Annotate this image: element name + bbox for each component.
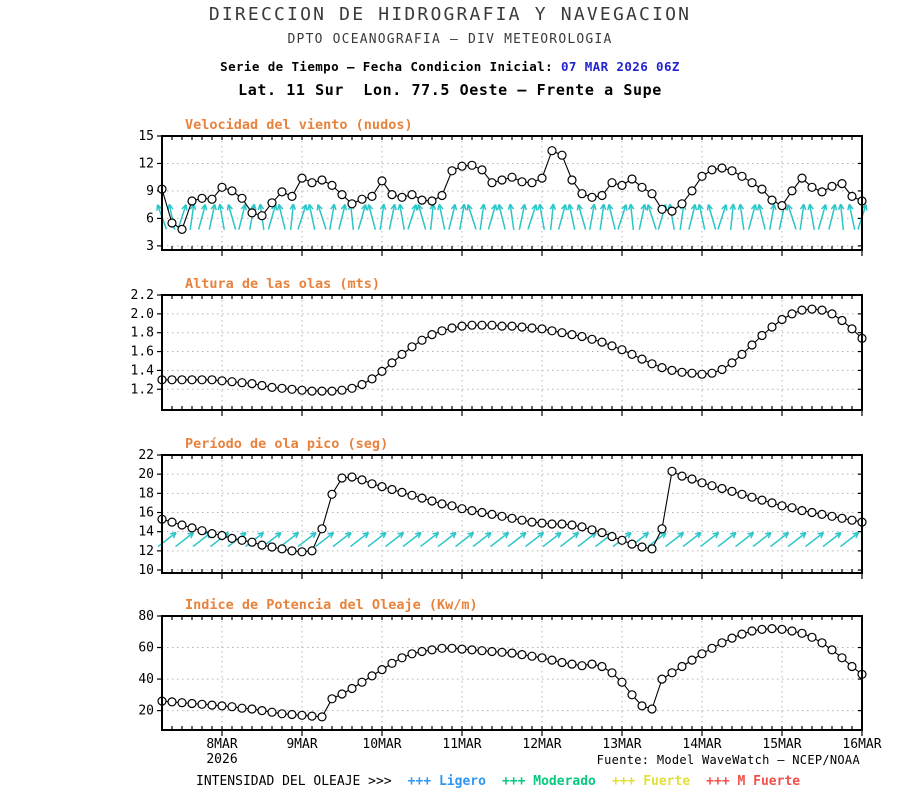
x-tick-label: 16MAR	[842, 737, 881, 752]
legend-item-label: Moderado	[533, 774, 596, 789]
wave-height-series-line	[162, 308, 863, 392]
page-title: DIRECCION DE HIDROGRAFIA Y NAVEGACION	[208, 4, 692, 25]
y-tick-label: 16	[138, 506, 154, 521]
y-tick-label: 12	[138, 156, 154, 171]
y-tick-label: 40	[138, 672, 154, 687]
plus-symbols-icon: +++	[501, 774, 526, 789]
y-tick-label: 10	[138, 563, 154, 578]
peak-wave-period-title: Período de ola pico (seg)	[185, 436, 388, 452]
y-tick-label: 12	[138, 544, 154, 559]
legend-item-ligero: +++ Ligero	[408, 774, 486, 789]
plus-symbols-icon: +++	[407, 774, 432, 789]
legend-item-fuerte: +++ Fuerte	[612, 774, 690, 789]
legend-item-label: Ligero	[438, 774, 486, 789]
peak-wave-period-series-line	[161, 470, 863, 553]
y-tick-label: 1.8	[131, 326, 154, 341]
x-tick-label: 8MAR	[206, 737, 237, 752]
y-tick-label: 9	[146, 184, 154, 199]
y-tick-label: 1.4	[131, 363, 155, 378]
legend-title: INTENSIDAD DEL OLEAJE >>>	[196, 774, 392, 789]
peak-wave-period-markers	[157, 466, 867, 557]
y-tick-label: 15	[138, 129, 154, 144]
wave-power-index-chart: 20 40 60 80 Indice de Potencia del Oleaje (K…	[138, 597, 867, 736]
x-axis-labels: 8MAR 9MAR 10MAR 11MAR 12MAR 13MAR 14MAR 15MAR 16…	[206, 737, 881, 767]
legend-item-moderado: +++ Moderado	[502, 774, 596, 789]
intensity-legend: INTENSIDAD DEL OLEAJE >>> +++ Ligero +++ M…	[196, 774, 800, 789]
initial-date: 07 MAR 2026 06Z	[560, 59, 680, 74]
x-tick-label: 13MAR	[602, 737, 641, 752]
y-tick-label: 60	[138, 641, 154, 656]
x-tick-label: 14MAR	[682, 737, 721, 752]
y-tick-label: 1.6	[131, 345, 154, 360]
y-tick-label: 18	[138, 486, 154, 501]
wind-speed-markers	[157, 146, 867, 234]
wind-direction-arrows	[156, 203, 868, 231]
series-info-label: Serie de Tiempo – Fecha Condicion Inicia…	[220, 59, 561, 74]
legend-item-label: M Fuerte	[737, 774, 801, 789]
y-tick-label: 80	[138, 609, 154, 624]
y-tick-label: 2.2	[131, 288, 154, 303]
plus-symbols-icon: +++	[611, 774, 636, 789]
wind-speed-chart: 3 6 9 12 15 Velocidad del viento (nudos)	[138, 117, 868, 256]
wave-power-index-markers	[157, 623, 867, 722]
x-tick-label: 11MAR	[442, 737, 481, 752]
plus-symbols-icon: +++	[706, 774, 730, 789]
wave-height-chart: 1.2 1.4 1.6 1.8 2.0 2.2 Altura de las olas (mt…	[131, 276, 867, 416]
y-tick-label: 22	[138, 448, 154, 463]
wave-direction-arrows	[157, 531, 860, 548]
y-tick-label: 2.0	[131, 307, 154, 322]
y-tick-label: 20	[138, 704, 154, 719]
wave-power-index-series-line	[161, 628, 863, 718]
wind-speed-title: Velocidad del viento (nudos)	[185, 117, 413, 133]
legend-item-mfuerte: +++ M Fuerte	[706, 774, 800, 789]
wave-power-index-title: Indice de Potencia del Oleaje (Kw/m)	[185, 597, 478, 613]
peak-wave-period-chart: 10 12 14 16 18 20 22 Período de ola pico (seg)	[138, 436, 867, 579]
page-subtitle: DPTO OCEANOGRAFIA – DIV METEOROLOGIA	[287, 32, 613, 47]
y-tick-label: 1.2	[131, 382, 154, 397]
wave-height-markers	[157, 304, 867, 396]
location-line: Lat. 11 Sur Lon. 77.5 Oeste – Frente a S…	[238, 81, 662, 99]
x-tick-label: 12MAR	[522, 737, 561, 752]
y-tick-label: 3	[146, 239, 154, 254]
x-tick-label: 10MAR	[362, 737, 401, 752]
data-source: Fuente: Model WaveWatch – NCEP/NOAA	[596, 753, 860, 767]
legend-item-label: Fuerte	[643, 774, 691, 789]
y-tick-label: 14	[138, 525, 154, 540]
y-tick-label: 6	[146, 211, 154, 226]
x-tick-label: 15MAR	[762, 737, 801, 752]
x-tick-label: 9MAR	[286, 737, 317, 752]
y-tick-label: 20	[138, 467, 154, 482]
wave-height-title: Altura de las olas (mts)	[185, 276, 380, 292]
series-info-line: Serie de Tiempo – Fecha Condicion Inicia…	[0, 59, 900, 74]
year-label: 2026	[206, 752, 237, 767]
